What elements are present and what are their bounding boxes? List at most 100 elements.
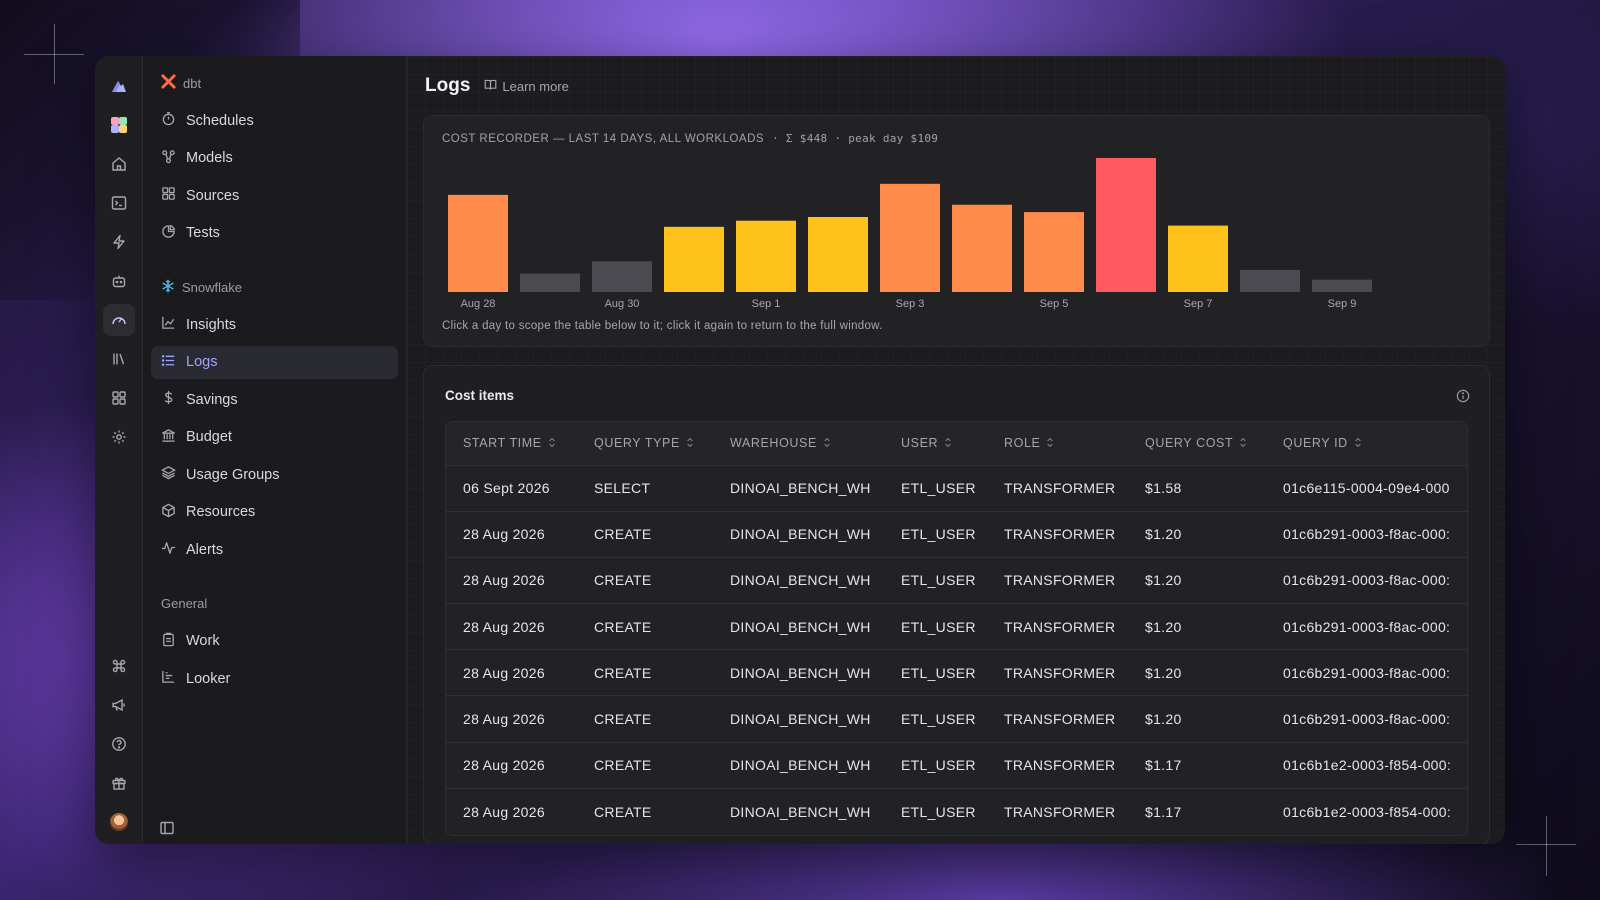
sort-icon[interactable] (548, 437, 556, 450)
table-row[interactable]: 28 Aug 2026 CREATE DINOAI_BENCH_WH ETL_USER… (446, 649, 1467, 696)
bank-icon (161, 428, 176, 447)
chart-bar[interactable] (1240, 269, 1300, 292)
table-cell: ETL_USER (884, 741, 987, 789)
table-cell: 28 Aug 2026 (446, 649, 577, 696)
x-tick-label: Sep 9 (1328, 298, 1357, 310)
list-icon (161, 353, 176, 372)
table-row[interactable]: 28 Aug 2026 CREATE DINOAI_BENCH_WH ETL_USER… (446, 787, 1467, 835)
gauge-icon[interactable] (102, 304, 135, 336)
table-row[interactable]: 28 Aug 2026 CREATE DINOAI_BENCH_WH ETL_USER… (446, 695, 1467, 743)
info-icon[interactable] (1456, 389, 1470, 403)
gift-icon[interactable] (103, 767, 135, 799)
column-header-label: QUERY TYPE (594, 436, 680, 451)
table-cell: TRANSFORMER (987, 464, 1128, 512)
sidebar-item-tests[interactable]: Tests (151, 217, 398, 250)
table-row[interactable]: 06 Sept 2026 SELECT DINOAI_BENCH_WH ETL_USE… (446, 464, 1467, 512)
sidebar-item-work[interactable]: Work (151, 625, 398, 658)
table-cell: ETL_USER (884, 556, 987, 604)
terminal-icon[interactable] (103, 187, 135, 219)
column-header-label: ROLE (1004, 436, 1041, 451)
column-header-label: QUERY ID (1283, 436, 1348, 451)
x-tick-label: Sep 7 (1184, 298, 1213, 310)
sidebar-toggle-icon[interactable] (159, 820, 177, 838)
sidebar-item-label: Sources (186, 187, 240, 204)
grid-icon (161, 186, 176, 205)
sidebar-item-logs[interactable]: Logs (151, 345, 398, 379)
app-window: dbt Schedules Models Sources Tests Snowf… (95, 56, 1505, 844)
sidebar-item-sources[interactable]: Sources (151, 179, 398, 212)
sidebar-item-insights[interactable]: Insights (151, 308, 398, 341)
sidebar-item-label: Logs (186, 354, 218, 370)
sort-icon[interactable] (686, 437, 694, 450)
table-cell: DINOAI_BENCH_WH (713, 556, 884, 604)
sidebar-item-savings[interactable]: Savings (151, 383, 398, 416)
chart-bar[interactable] (952, 204, 1012, 292)
column-header-label: QUERY COST (1145, 436, 1234, 451)
sidebar-item-resources[interactable]: Resources (151, 496, 398, 529)
sidebar-item-label: Budget (186, 429, 232, 445)
sidebar-item-looker[interactable]: Looker (151, 662, 398, 695)
page-title: Logs (425, 75, 471, 96)
chart-bar[interactable] (448, 194, 508, 292)
apps-grid-icon[interactable] (103, 382, 135, 414)
sidebar-item-models[interactable]: Models (151, 142, 398, 175)
table-row[interactable]: 28 Aug 2026 CREATE DINOAI_BENCH_WH ETL_USER… (446, 741, 1467, 789)
chart-bar[interactable] (1168, 225, 1228, 292)
chart-bar[interactable] (1096, 158, 1156, 292)
table-row[interactable]: 28 Aug 2026 CREATE DINOAI_BENCH_WH ETL_USER… (446, 510, 1467, 558)
chart-bar[interactable] (1024, 212, 1084, 292)
table-cell: 28 Aug 2026 (446, 603, 577, 650)
sort-icon[interactable] (1239, 437, 1247, 450)
sidebar-item-usage-groups[interactable]: Usage Groups (151, 458, 398, 491)
snowflake-icon (161, 279, 175, 296)
chart-bar[interactable] (808, 217, 868, 292)
column-header[interactable]: QUERY TYPE (577, 422, 713, 465)
table-cell: TRANSFORMER (987, 695, 1128, 743)
command-icon[interactable] (103, 650, 135, 682)
workspace-icon[interactable] (103, 109, 135, 141)
sidebar-item-alerts[interactable]: Alerts (151, 533, 398, 566)
column-header-label: USER (901, 436, 939, 451)
column-header[interactable]: WAREHOUSE (713, 422, 884, 465)
sort-icon[interactable] (1354, 437, 1362, 450)
app-logo-icon[interactable] (103, 70, 135, 102)
megaphone-icon[interactable] (103, 689, 135, 721)
table-cell: DINOAI_BENCH_WH (713, 510, 884, 558)
chart-bar[interactable] (520, 273, 580, 292)
warehouse-header[interactable]: Snowflake (151, 274, 398, 300)
column-header[interactable]: QUERY COST (1128, 422, 1266, 465)
x-tick-label: Aug 30 (605, 298, 640, 310)
robot-icon[interactable] (103, 265, 135, 297)
user-avatar[interactable] (103, 806, 135, 838)
chart-bar[interactable] (880, 183, 940, 292)
lightning-icon[interactable] (103, 226, 135, 258)
table-row[interactable]: 28 Aug 2026 CREATE DINOAI_BENCH_WH ETL_USER… (446, 603, 1467, 650)
library-icon[interactable] (103, 343, 135, 375)
home-icon[interactable] (103, 148, 135, 180)
book-icon (484, 78, 497, 94)
layers-icon (161, 465, 176, 484)
table-cell: 01c6b291-0003-f8ac-000: (1266, 695, 1467, 743)
chart-bar[interactable] (736, 220, 796, 292)
sidebar-item-budget[interactable]: Budget (151, 421, 398, 454)
help-icon[interactable] (103, 728, 135, 760)
sidebar-item-schedules[interactable]: Schedules (151, 104, 398, 137)
sort-icon[interactable] (823, 437, 831, 450)
settings-gear-icon[interactable] (103, 421, 135, 453)
column-header[interactable]: USER (884, 422, 987, 465)
table-cell: 28 Aug 2026 (446, 510, 577, 558)
column-header[interactable]: QUERY ID (1266, 422, 1467, 465)
sort-icon[interactable] (944, 437, 952, 450)
chart-bar[interactable] (1312, 279, 1372, 292)
chart-bar[interactable] (664, 226, 724, 292)
table-cell: ETL_USER (884, 464, 987, 512)
column-header[interactable]: ROLE (987, 422, 1128, 465)
learn-more-link[interactable]: Learn more (484, 78, 569, 94)
cost-items-table: START TIME QUERY TYPE WAREHOUSE USER ROLE QUE… (445, 421, 1468, 836)
chart-bar[interactable] (592, 261, 652, 292)
column-header[interactable]: START TIME (446, 422, 577, 465)
cost-bar-chart[interactable]: Aug 28 Aug 30 Sep 1 Sep 3 Sep 5 Sep 7 Sep 9 (442, 156, 1442, 316)
table-row[interactable]: 28 Aug 2026 CREATE DINOAI_BENCH_WH ETL_USER… (446, 556, 1467, 604)
sort-icon[interactable] (1046, 437, 1054, 450)
org-header[interactable]: dbt (151, 70, 398, 96)
